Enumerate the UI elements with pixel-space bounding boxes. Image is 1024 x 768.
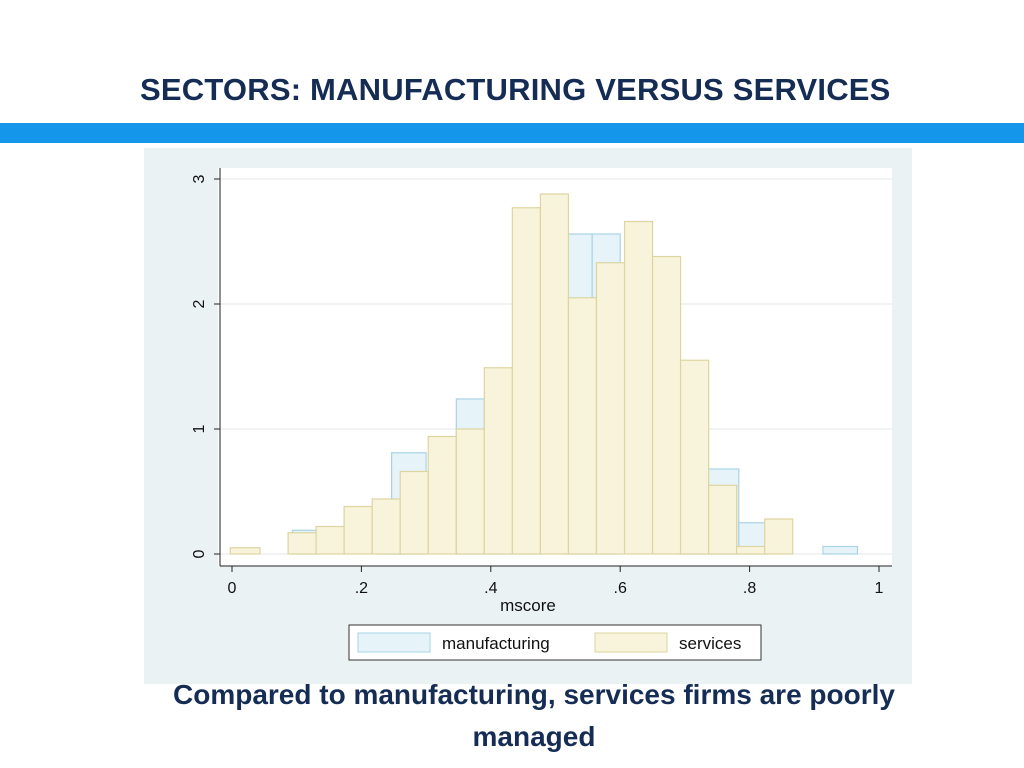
legend-label-manufacturing: manufacturing <box>442 634 550 653</box>
slide-caption: Compared to manufacturing, services firm… <box>173 679 895 752</box>
legend-label-services: services <box>679 634 741 653</box>
services-bar-6 <box>427 435 457 555</box>
services-bar-9 <box>511 207 542 555</box>
title-accent-bar <box>0 123 1024 143</box>
x-tick-label-2: .4 <box>484 580 497 597</box>
slide-title: SECTORS: MANUFACTURING VERSUS SERVICES <box>140 72 891 107</box>
services-bar-8 <box>483 367 513 555</box>
services-bar-5 <box>399 470 429 555</box>
services-bar-0 <box>229 547 261 555</box>
services-bar-11 <box>567 297 598 555</box>
services-bars <box>229 193 794 555</box>
legend: manufacturing services <box>348 624 762 661</box>
y-tick-label-3: 3 <box>191 174 208 183</box>
x-tick-label-5: 1 <box>875 580 884 597</box>
x-axis-label: mscore <box>500 596 556 615</box>
legend-swatch-services <box>594 632 668 653</box>
x-tick-label-3: .6 <box>614 580 627 597</box>
services-bar-2 <box>315 525 345 555</box>
x-tick-label-0: 0 <box>228 580 237 597</box>
services-bar-17 <box>736 545 766 555</box>
services-bar-3 <box>343 505 373 555</box>
y-tick-label-0: 0 <box>191 549 208 558</box>
services-bar-4 <box>371 498 401 555</box>
legend-swatch-manufacturing <box>357 632 431 653</box>
services-bar-13 <box>623 220 654 555</box>
services-bar-18 <box>764 518 794 555</box>
histogram-chart: 0 1 2 3 0 .2 .4 .6 .8 1 mscore manufacturing serv… <box>144 148 912 684</box>
axes: 0 1 2 3 0 .2 .4 .6 .8 1 <box>191 168 892 597</box>
manufacturing-bar-11 <box>822 545 859 555</box>
services-bar-10 <box>539 193 570 555</box>
x-tick-label-4: .8 <box>743 580 756 597</box>
services-bar-15 <box>679 359 710 555</box>
services-bar-1 <box>287 532 317 555</box>
y-tick-label-1: 1 <box>191 424 208 433</box>
services-bar-14 <box>651 255 682 555</box>
x-tick-label-1: .2 <box>355 580 368 597</box>
services-bar-12 <box>595 262 626 555</box>
services-bar-7 <box>455 428 485 555</box>
services-bar-16 <box>708 484 738 555</box>
y-tick-label-2: 2 <box>191 299 208 308</box>
